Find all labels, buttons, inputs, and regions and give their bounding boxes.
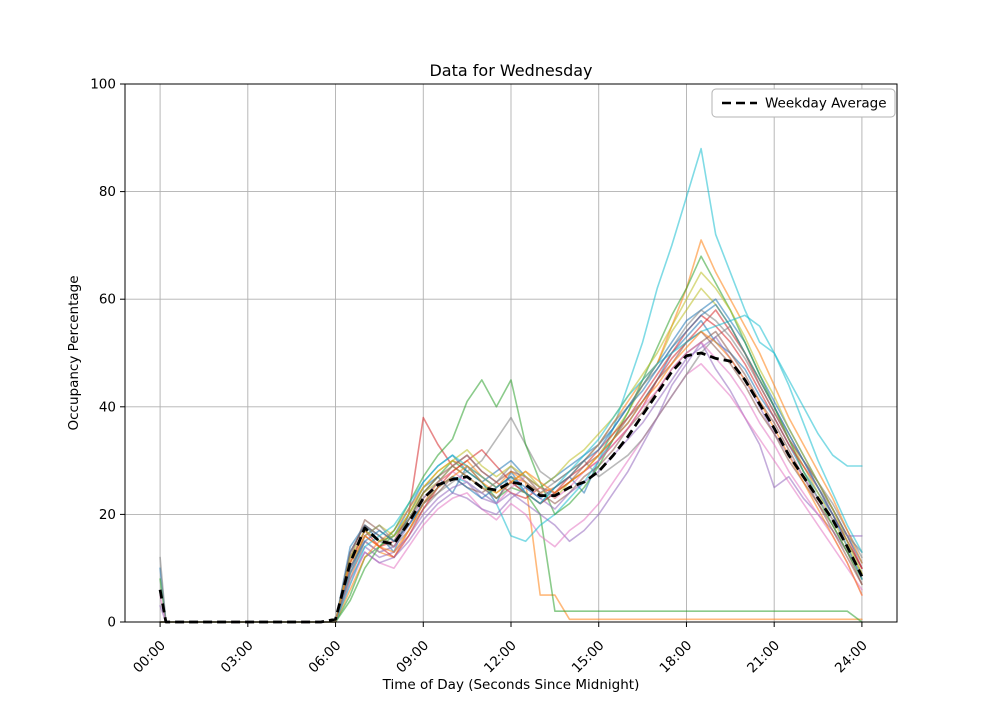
x-tick-label: 06:00	[306, 638, 345, 677]
y-axis-label: Occupancy Percentage	[66, 275, 82, 430]
x-tick-label: 12:00	[481, 638, 520, 677]
x-tick-label: 09:00	[393, 638, 432, 677]
chart-title: Data for Wednesday	[429, 61, 592, 80]
y-tick-label: 60	[99, 292, 116, 308]
x-tick-label: 21:00	[744, 638, 783, 677]
grid-layer	[125, 83, 897, 623]
legend-label: Weekday Average	[765, 96, 887, 112]
y-tick-label: 40	[99, 399, 116, 415]
x-axis-label: Time of Day (Seconds Since Midnight)	[382, 677, 640, 693]
x-tick-label: 15:00	[569, 638, 608, 677]
x-tick-label: 03:00	[218, 638, 257, 677]
x-tick-label: 24:00	[832, 638, 871, 677]
x-tick-label: 18:00	[656, 638, 695, 677]
y-tick-label: 100	[90, 77, 116, 93]
legend: Weekday Average	[711, 88, 896, 118]
y-tick-label: 20	[99, 507, 116, 523]
legend-box	[711, 88, 896, 118]
y-tick-label: 80	[99, 184, 116, 200]
y-tick-label: 0	[107, 615, 116, 631]
x-tick-label: 00:00	[130, 638, 169, 677]
tick-layer: 00:00 03:00 06:00 09:00 12:00 15:00 18:00 21:00…	[90, 77, 871, 677]
